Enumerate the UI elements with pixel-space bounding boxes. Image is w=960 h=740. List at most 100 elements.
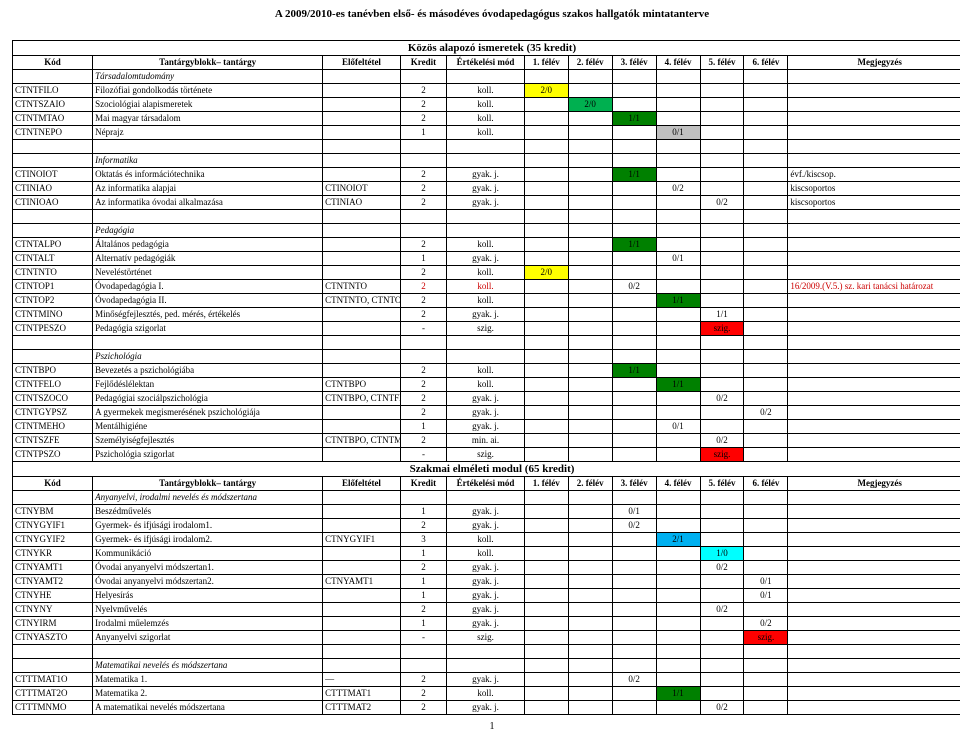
- sem-cell: [524, 364, 568, 378]
- eval-cell: szig.: [447, 448, 525, 462]
- table-row: CTNYBM Beszédművelés 1 gyak. j. 0/1: [13, 505, 960, 519]
- credit-cell: 2: [400, 280, 447, 294]
- sem-cell: [744, 98, 788, 112]
- credit-cell: 2: [400, 196, 447, 210]
- sem-cell: [744, 364, 788, 378]
- eval-cell: koll.: [447, 364, 525, 378]
- sem-cell: 0/2: [700, 561, 744, 575]
- sem-cell: [524, 238, 568, 252]
- sem-cell: [700, 84, 744, 98]
- credit-cell: 2: [400, 392, 447, 406]
- prereq-cell: [323, 589, 401, 603]
- sem-cell: [568, 420, 612, 434]
- sem-cell: [656, 448, 700, 462]
- note-cell: [788, 266, 960, 280]
- sem-cell: [656, 392, 700, 406]
- sem-cell: [700, 252, 744, 266]
- sem-cell: [524, 519, 568, 533]
- section-row: Pedagógia: [13, 224, 960, 238]
- code-cell: CTTTMAT2O: [13, 687, 93, 701]
- eval-cell: gyak. j.: [447, 420, 525, 434]
- sem-cell: [656, 617, 700, 631]
- eval-cell: gyak. j.: [447, 168, 525, 182]
- code-cell: CTNTFELO: [13, 378, 93, 392]
- note-cell: [788, 308, 960, 322]
- table-row: CTTTMAT1O Matematika 1. — 2 gyak. j. 0/2: [13, 673, 960, 687]
- code-cell: CTNTMEHO: [13, 420, 93, 434]
- sem-cell: [612, 617, 656, 631]
- sem-cell: [744, 603, 788, 617]
- table-row: CTNYAMT2 Óvodai anyanyelvi módszertan2. …: [13, 575, 960, 589]
- note-cell: [788, 322, 960, 336]
- document-title: A 2009/2010-es tanévben első- és másodév…: [12, 8, 960, 20]
- sem-cell: [656, 112, 700, 126]
- sem-cell: [568, 603, 612, 617]
- sem-cell: [700, 280, 744, 294]
- table-row: CTNTOP1 Óvodapedagógia I. CTNTNTO 2 koll…: [13, 280, 960, 294]
- sem-cell: [568, 84, 612, 98]
- credit-cell: 2: [400, 84, 447, 98]
- prereq-cell: [323, 617, 401, 631]
- sem-cell: [612, 561, 656, 575]
- table-row: CTTTMNMO A matematikai nevelés módszerta…: [13, 701, 960, 715]
- sem-cell: [612, 701, 656, 715]
- eval-cell: koll.: [447, 687, 525, 701]
- code-cell: CTNTMINO: [13, 308, 93, 322]
- prereq-cell: CTNTBPO: [323, 378, 401, 392]
- prereq-cell: [323, 322, 401, 336]
- sem-cell: 2/0: [524, 84, 568, 98]
- sem-cell: [524, 589, 568, 603]
- prereq-cell: —: [323, 673, 401, 687]
- note-cell: évf./kiscsop.: [788, 168, 960, 182]
- sem-cell: [700, 98, 744, 112]
- sem-cell: [744, 266, 788, 280]
- sem-cell: 2/0: [524, 266, 568, 280]
- name-cell: Óvodai anyanyelvi módszertan2.: [93, 575, 323, 589]
- sem-cell: 0/1: [744, 589, 788, 603]
- credit-cell: 1: [400, 547, 447, 561]
- sem-cell: [524, 378, 568, 392]
- empty-row: [13, 645, 960, 659]
- sem-cell: 1/1: [612, 238, 656, 252]
- section-row: Matematikai nevelés és módszertana: [13, 659, 960, 673]
- prereq-cell: CTINOIOT: [323, 182, 401, 196]
- sem-cell: [744, 196, 788, 210]
- sem-cell: [524, 406, 568, 420]
- name-cell: Pedagógiai szociálpszichológia: [93, 392, 323, 406]
- sem-cell: [524, 701, 568, 715]
- code-cell: CTNYNY: [13, 603, 93, 617]
- sem-cell: [744, 322, 788, 336]
- prereq-cell: [323, 420, 401, 434]
- prereq-cell: CTNYAMT1: [323, 575, 401, 589]
- table-row: CTNYHE Helyesírás 1 gyak. j. 0/1: [13, 589, 960, 603]
- sem-cell: 0/1: [656, 126, 700, 140]
- sem-cell: [656, 364, 700, 378]
- prereq-cell: [323, 406, 401, 420]
- name-cell: Neveléstörténet: [93, 266, 323, 280]
- table-row: CTNTNEPO Néprajz 1 koll. 0/1: [13, 126, 960, 140]
- sem-cell: [612, 126, 656, 140]
- note-cell: 16/2009.(V.5.) sz. kari tanácsi határoza…: [788, 280, 960, 294]
- prereq-cell: [323, 266, 401, 280]
- code-cell: CTNTNTO: [13, 266, 93, 280]
- curriculum-table: Közös alapozó ismeretek (35 kredit) KódT…: [12, 40, 960, 715]
- name-cell: Bevezetés a pszichológiába: [93, 364, 323, 378]
- sem-cell: [656, 701, 700, 715]
- sem-cell: [568, 687, 612, 701]
- name-cell: Anyanyelvi szigorlat: [93, 631, 323, 645]
- note-cell: [788, 701, 960, 715]
- sem-cell: [656, 547, 700, 561]
- sem-cell: [568, 112, 612, 126]
- sem-cell: [700, 378, 744, 392]
- sem-cell: 0/1: [744, 575, 788, 589]
- sem-cell: [656, 322, 700, 336]
- sem-cell: [700, 617, 744, 631]
- name-cell: A gyermekek megismerésének pszichológiáj…: [93, 406, 323, 420]
- sem-cell: [656, 505, 700, 519]
- sem-cell: [612, 420, 656, 434]
- credit-cell: 2: [400, 168, 447, 182]
- name-cell: Matematika 2.: [93, 687, 323, 701]
- prereq-cell: [323, 505, 401, 519]
- table-row: CTINOIOT Oktatás és információtechnika 2…: [13, 168, 960, 182]
- eval-cell: koll.: [447, 84, 525, 98]
